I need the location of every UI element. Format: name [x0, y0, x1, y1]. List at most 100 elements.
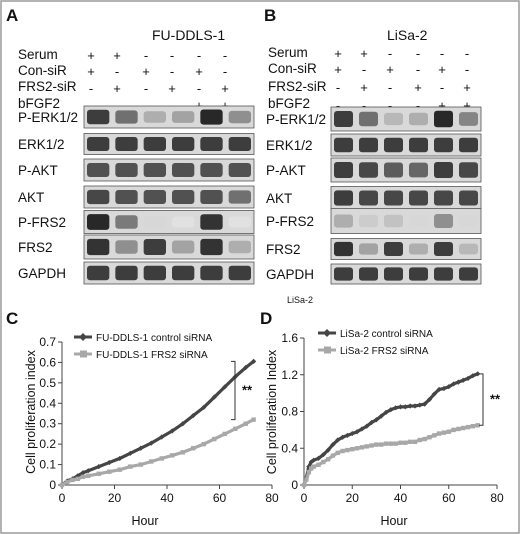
condition-sign: - — [144, 98, 148, 113]
blot-band — [143, 239, 166, 255]
data-point — [475, 423, 480, 428]
data-point — [379, 442, 384, 447]
data-point — [201, 441, 206, 447]
y-axis-label: Cell proliferation index — [24, 349, 38, 473]
panel-label-c: C — [6, 309, 18, 328]
condition-sign: + — [142, 64, 150, 79]
blot-band — [359, 267, 378, 281]
data-point — [70, 477, 75, 483]
blot-band — [384, 112, 403, 126]
data-point — [301, 482, 307, 488]
data-point — [96, 464, 102, 470]
data-point — [159, 434, 165, 440]
condition-sign: - — [144, 81, 148, 96]
blot-band — [334, 162, 353, 178]
significance-marker: ** — [490, 392, 501, 407]
blot-strip — [83, 133, 255, 155]
condition-sign: - — [388, 46, 392, 61]
data-point — [383, 409, 389, 416]
proliferation-chart-fu-ddls-1: Cell proliferation index Hour 0 20 40 60 80 0… — [24, 333, 279, 528]
condition-signs: + + - - - -+ - + - + -- + - + - +- - - - + + — [87, 48, 229, 113]
y-tick-label: 0.4 — [39, 396, 56, 410]
data-point — [309, 466, 314, 471]
x-tick-label: 20 — [346, 491, 360, 505]
data-point — [330, 453, 336, 458]
blot-band — [200, 189, 223, 205]
data-point — [373, 417, 379, 423]
blot-band — [87, 189, 110, 205]
blot-band — [172, 189, 195, 205]
blot-band — [115, 110, 138, 124]
blot-strip — [330, 186, 482, 210]
data-point — [212, 436, 217, 442]
blot-band — [409, 243, 428, 255]
data-point — [321, 459, 326, 465]
condition-sign: - — [416, 62, 420, 77]
data-point — [335, 450, 340, 456]
blot-band — [434, 110, 453, 128]
blot-strip — [330, 106, 482, 132]
blot-band — [384, 162, 403, 178]
data-point — [378, 413, 384, 419]
data-point — [422, 436, 427, 442]
blot-title: LiSa-2 — [387, 27, 428, 43]
blot-band — [359, 162, 378, 178]
condition-sign: + — [195, 64, 203, 79]
blot-band — [459, 162, 478, 178]
data-point — [222, 431, 227, 437]
condition-sign: - — [170, 98, 174, 113]
data-point — [465, 424, 471, 430]
condition-signs: + + - - - -+ - + - + -- + - + - +- - - - + + — [334, 46, 471, 113]
y-tick-label: 0.3 — [39, 417, 56, 431]
data-point — [80, 474, 86, 480]
data-point — [344, 432, 351, 438]
data-point — [138, 462, 143, 467]
data-point — [251, 417, 256, 422]
condition-sign: + — [195, 98, 203, 113]
condition-sign: + — [221, 98, 229, 113]
blot-band — [143, 162, 166, 178]
data-point — [461, 425, 466, 431]
data-point — [441, 385, 447, 392]
blot-band — [228, 240, 251, 254]
condition-sign: - — [465, 46, 469, 61]
data-point — [243, 421, 248, 426]
condition-sign: + — [113, 81, 121, 96]
data-point — [456, 426, 461, 432]
data-point — [306, 469, 312, 475]
condition-sign: - — [362, 62, 366, 77]
condition-sign: + — [87, 64, 95, 79]
blot-band — [200, 238, 223, 256]
blot-band — [115, 162, 138, 178]
data-point — [460, 377, 466, 383]
data-point — [388, 407, 394, 413]
data-point — [170, 453, 175, 458]
blot-band — [87, 214, 110, 230]
blot-band — [200, 137, 223, 151]
data-point — [450, 381, 457, 387]
blot-strip — [83, 158, 255, 182]
blot-strip — [83, 210, 255, 234]
condition-sign: - — [362, 98, 366, 113]
blot-band — [115, 240, 138, 254]
blot-band — [200, 265, 223, 281]
blot-band — [115, 137, 138, 151]
condition-sign: + — [360, 80, 368, 95]
blot-band — [434, 137, 453, 153]
condition-sign: + — [221, 81, 229, 96]
data-point — [388, 441, 394, 446]
data-point — [180, 421, 186, 427]
blot-band — [459, 190, 478, 206]
blot-band — [434, 267, 453, 281]
data-point — [222, 384, 228, 390]
condition-sign: - — [336, 80, 340, 95]
blot-band — [228, 110, 251, 124]
band-label: P-AKT — [266, 163, 306, 178]
data-point — [446, 384, 452, 390]
blot-band — [434, 242, 453, 256]
data-point — [412, 403, 418, 409]
data-point — [251, 358, 257, 365]
data-point — [75, 473, 81, 479]
y-tick-label: 1.6 — [281, 331, 298, 345]
data-point — [80, 470, 86, 476]
